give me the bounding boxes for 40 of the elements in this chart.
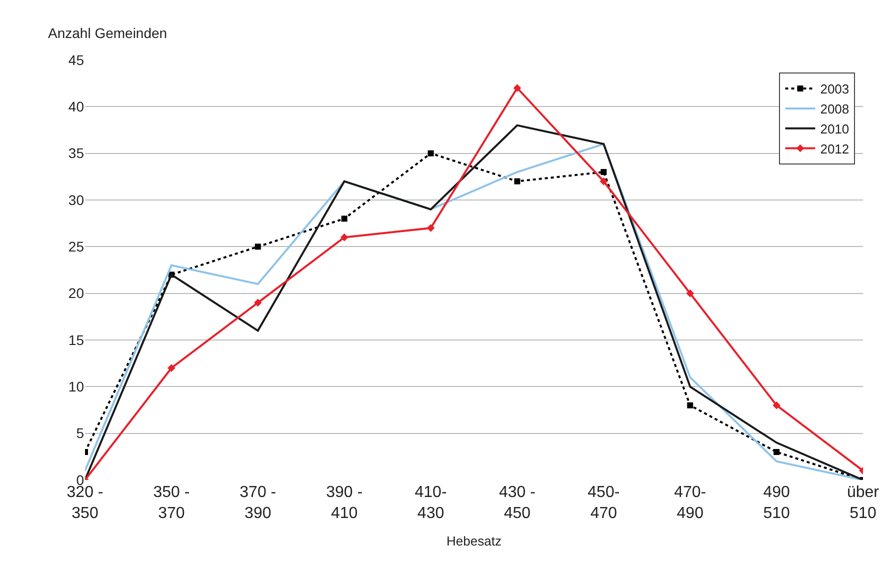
point (600, 169, 607, 175)
legend-label: 2012 (820, 141, 850, 156)
x-tick-label: 390 - 410 (326, 484, 363, 522)
y-tick-label: 15 (68, 332, 84, 348)
legend-label: 2008 (820, 102, 850, 117)
y-tick-label: 10 (68, 378, 84, 395)
legend-label: 2003 (820, 82, 850, 97)
point (774, 449, 780, 455)
x-tick-label: 490 510 (763, 484, 790, 522)
x-tick-label: 470- 490 (674, 484, 706, 522)
x-tick-label: 370 - 390 (240, 484, 276, 522)
y-tick-label: 20 (68, 285, 84, 302)
y-axis-title: Anzahl Gemeinden (48, 25, 168, 41)
point (340, 233, 348, 242)
y-tick-label: 5 (76, 425, 84, 442)
legend-label: 2010 (820, 121, 850, 136)
y-tick-label: 45 (68, 52, 84, 68)
x-tick-label: 410- 430 (414, 484, 447, 522)
point (168, 364, 176, 372)
y-tick-label: 25 (68, 238, 84, 255)
point (514, 178, 520, 184)
x-axis-title: Hebesatz (446, 533, 502, 548)
y-tick-label: 40 (68, 98, 84, 115)
point (428, 150, 434, 156)
x-tick-label: 430 - 450 (498, 484, 536, 522)
point (341, 216, 348, 222)
point (254, 244, 261, 250)
y-tick-label: 35 (68, 145, 84, 162)
x-tick-label: 320 - 350 (66, 484, 104, 522)
point (772, 401, 780, 410)
x-tick-label: 450- 470 (588, 484, 620, 522)
x-tick-label: über 510 (846, 484, 880, 522)
x-tick-label: 350 - 370 (153, 484, 190, 522)
y-tick-label: 30 (68, 192, 84, 208)
point (600, 177, 608, 186)
point (254, 298, 262, 307)
point (513, 84, 522, 92)
point (687, 402, 694, 408)
point (426, 224, 435, 232)
point (686, 289, 694, 298)
